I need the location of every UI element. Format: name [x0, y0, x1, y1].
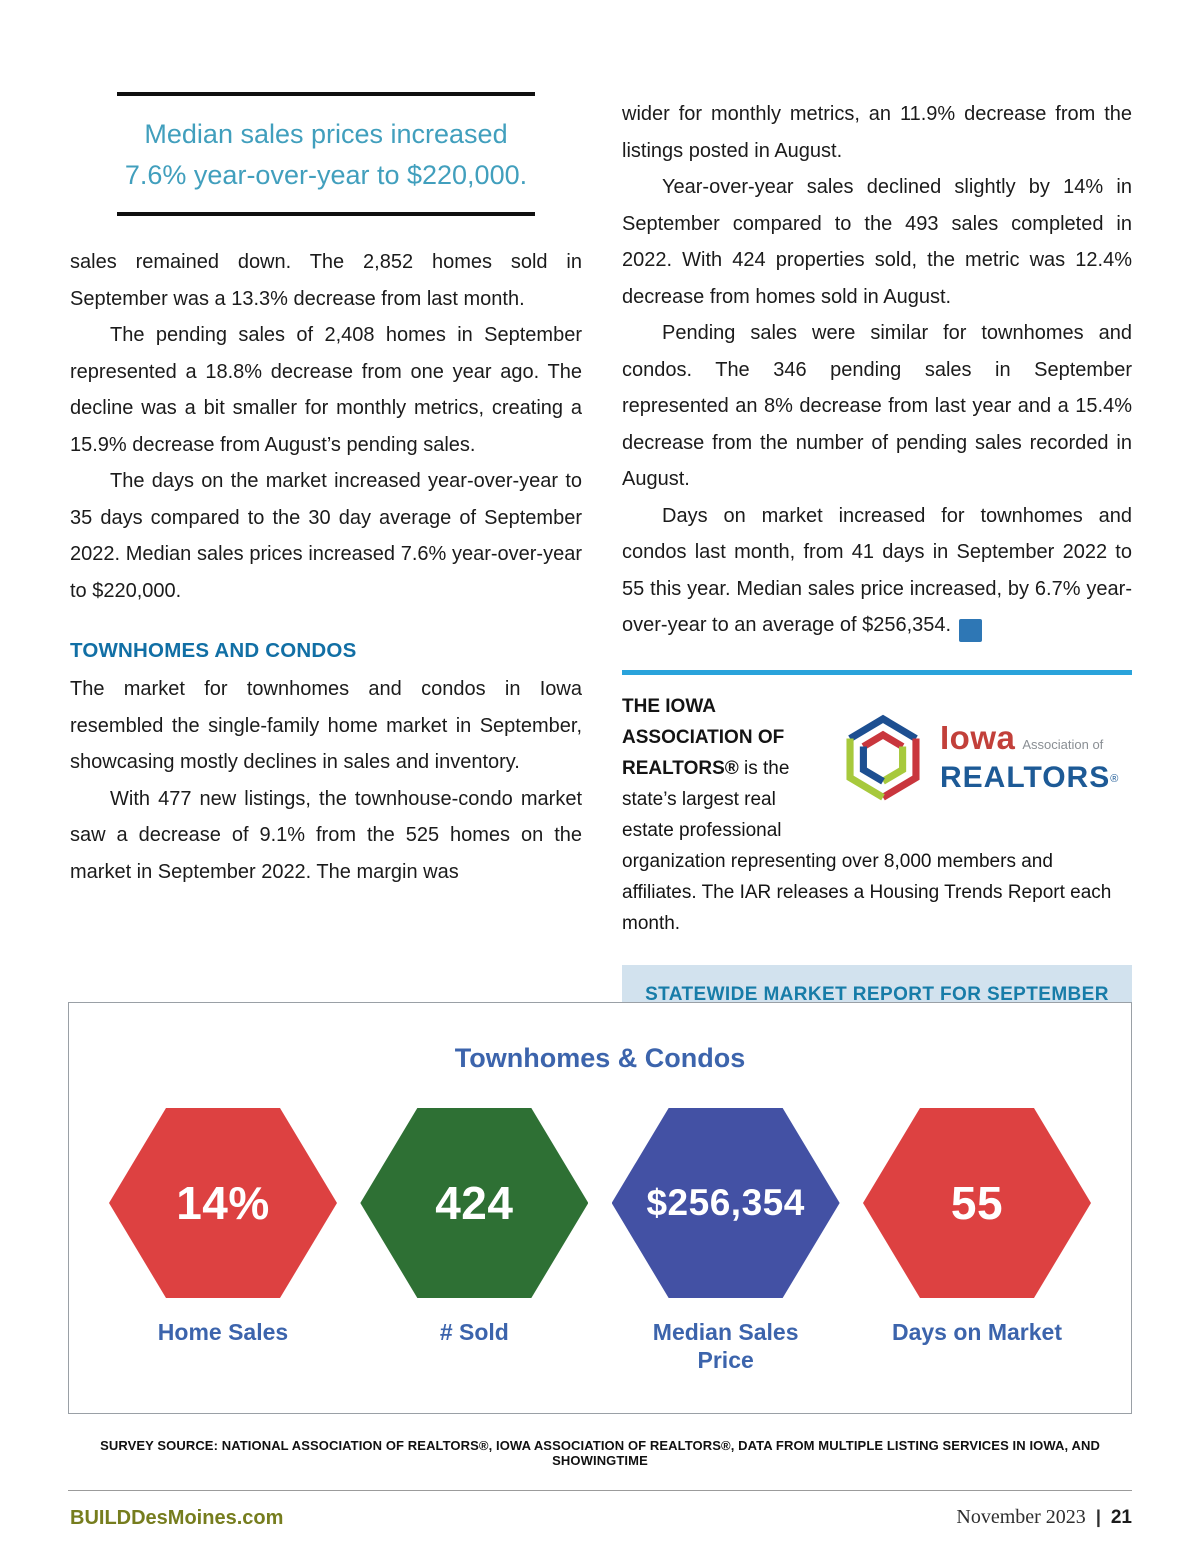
- article-paragraph: The market for townhomes and condos in I…: [70, 678, 582, 773]
- article-paragraph: With 477 new listings, the townhouse-con…: [70, 787, 582, 883]
- hexagon-stats-row: 14% Home Sales 424 # Sold $256,354 Media…: [69, 1108, 1131, 1374]
- article-paragraph: Days on market increased for townhomes a…: [622, 498, 1132, 644]
- stat-median-sales-price: $256,354 Median Sales Price: [610, 1108, 842, 1374]
- footer-rule: [68, 1490, 1132, 1491]
- hexagon-blue: $256,354: [611, 1108, 840, 1298]
- footer-site-link[interactable]: BUILDDesMoines.com: [70, 1507, 284, 1529]
- article-paragraph: sales remained down. The 2,852 homes sol…: [70, 251, 582, 310]
- footer-page-number: 21: [1110, 1507, 1132, 1528]
- pull-quote-line1: Median sales prices increased: [144, 119, 508, 149]
- article-paragraph: Year-over-year sales declined slightly b…: [622, 176, 1132, 308]
- stat-value: 14%: [176, 1177, 270, 1229]
- iar-description: is the state’s largest real estate profe…: [622, 757, 1112, 934]
- survey-source-line: SURVEY SOURCE: NATIONAL ASSOCIATION OF R…: [100, 1438, 1100, 1468]
- article-paragraph: The pending sales of 2,408 homes in Sept…: [70, 324, 582, 456]
- iar-divider-rule: [622, 669, 1132, 675]
- iowa-realtors-logo: Iowa Association of REALTORS ®: [834, 695, 1132, 823]
- footer-date: November 2023: [956, 1506, 1086, 1528]
- article-paragraph: wider for monthly metrics, an 11.9% decr…: [622, 103, 1132, 162]
- stat-value: $256,354: [646, 1182, 805, 1223]
- iowa-realtors-wordmark: Iowa Association of REALTORS ®: [940, 719, 1119, 795]
- iar-about-text: Iowa Association of REALTORS ® THE IOWA …: [622, 691, 1132, 939]
- stat-days-on-market: 55 Days on Market: [861, 1108, 1093, 1374]
- infographic-title: Townhomes & Condos: [454, 1043, 746, 1073]
- footer-separator: |: [1095, 1507, 1101, 1527]
- footer-folio: November 2023 | 21: [956, 1506, 1132, 1529]
- townhomes-condos-infographic: Townhomes & Condos 14% Home Sales 424 # …: [68, 1002, 1132, 1414]
- iowa-realtors-hexagon-icon: [846, 714, 920, 800]
- stat-number-sold: 424 # Sold: [358, 1108, 590, 1374]
- logo-association-text: Association of: [1022, 737, 1104, 752]
- stat-label: Median Sales Price: [652, 1319, 799, 1373]
- end-of-article-marker: B: [959, 619, 1009, 642]
- stat-label: Home Sales: [157, 1319, 289, 1345]
- logo-iowa-text: Iowa: [940, 719, 1016, 756]
- stat-label: # Sold: [439, 1319, 509, 1345]
- paragraph-text: Days on market increased for townhomes a…: [622, 504, 1132, 637]
- hexagon-red: 14%: [109, 1108, 337, 1298]
- hexagon-green: 424: [360, 1108, 589, 1298]
- logo-registered-mark: ®: [1110, 773, 1119, 785]
- stat-value: 55: [950, 1177, 1004, 1229]
- article-paragraph: Pending sales were similar for townhomes…: [622, 322, 1132, 490]
- article-left-column: Median sales prices increased 7.6% year-…: [70, 92, 582, 890]
- article-right-column: wider for monthly metrics, an 11.9% decr…: [622, 96, 1132, 1025]
- section-heading-townhomes: TOWNHOMES AND CONDOS: [70, 639, 357, 662]
- pull-quote-rule-bottom: [117, 212, 535, 216]
- article-paragraph: The days on the market increased year-ov…: [70, 470, 582, 602]
- pull-quote-text: Median sales prices increased 7.6% year-…: [70, 96, 582, 212]
- pull-quote: Median sales prices increased 7.6% year-…: [70, 92, 582, 216]
- pull-quote-rule-top: [117, 92, 535, 96]
- stat-home-sales: 14% Home Sales: [107, 1108, 339, 1374]
- iar-about-block: Iowa Association of REALTORS ® THE IOWA …: [622, 669, 1132, 1025]
- hexagon-red: 55: [862, 1108, 1091, 1298]
- stat-label: Days on Market: [891, 1319, 1062, 1345]
- pull-quote-line2: 7.6% year-over-year to $220,000.: [124, 160, 528, 190]
- logo-realtors-text: REALTORS: [940, 761, 1111, 794]
- stat-value: 424: [435, 1177, 514, 1229]
- iar-bold-intro: THE IOWA ASSOCIATION OF REALTORS®: [622, 695, 785, 779]
